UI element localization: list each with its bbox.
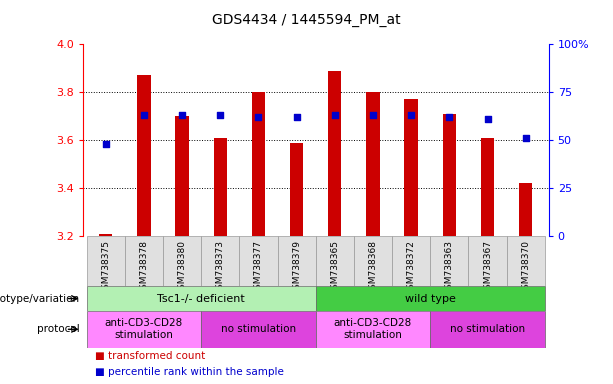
Bar xyxy=(252,92,265,236)
Bar xyxy=(163,236,201,286)
Text: GSM738377: GSM738377 xyxy=(254,240,263,295)
Text: GSM738372: GSM738372 xyxy=(406,240,416,295)
Text: genotype/variation: genotype/variation xyxy=(0,293,80,304)
Bar xyxy=(137,75,151,236)
Point xyxy=(254,114,264,120)
Bar xyxy=(392,236,430,286)
Point xyxy=(406,112,416,118)
Text: no stimulation: no stimulation xyxy=(221,324,296,334)
Bar xyxy=(175,116,189,236)
Bar xyxy=(213,138,227,236)
Bar xyxy=(290,142,303,236)
Point xyxy=(482,116,492,122)
Text: GSM738365: GSM738365 xyxy=(330,240,339,295)
Bar xyxy=(316,311,430,348)
Text: GSM738370: GSM738370 xyxy=(521,240,530,295)
Bar xyxy=(201,311,316,348)
Bar xyxy=(278,236,316,286)
Text: GSM738379: GSM738379 xyxy=(292,240,301,295)
Bar xyxy=(430,236,468,286)
Bar xyxy=(519,184,533,236)
Bar xyxy=(506,236,545,286)
Bar xyxy=(99,234,112,236)
Text: wild type: wild type xyxy=(405,293,455,304)
Text: ■ transformed count: ■ transformed count xyxy=(95,351,205,361)
Bar xyxy=(316,236,354,286)
Bar xyxy=(481,138,494,236)
Text: GSM738373: GSM738373 xyxy=(216,240,225,295)
Point xyxy=(292,114,302,120)
Text: GSM738375: GSM738375 xyxy=(101,240,110,295)
Point xyxy=(177,112,187,118)
Text: anti-CD3-CD28
stimulation: anti-CD3-CD28 stimulation xyxy=(105,318,183,340)
Text: GDS4434 / 1445594_PM_at: GDS4434 / 1445594_PM_at xyxy=(212,13,401,27)
Point xyxy=(101,141,110,147)
Text: GSM738378: GSM738378 xyxy=(139,240,148,295)
Point xyxy=(521,135,531,141)
Text: no stimulation: no stimulation xyxy=(450,324,525,334)
Bar xyxy=(354,236,392,286)
Point xyxy=(368,112,378,118)
Text: anti-CD3-CD28
stimulation: anti-CD3-CD28 stimulation xyxy=(334,318,412,340)
Text: GSM738380: GSM738380 xyxy=(178,240,186,295)
Bar xyxy=(86,236,125,286)
Point xyxy=(139,112,149,118)
Bar xyxy=(367,92,379,236)
Bar xyxy=(328,71,341,236)
Bar xyxy=(125,236,163,286)
Text: GSM738363: GSM738363 xyxy=(445,240,454,295)
Bar xyxy=(86,286,316,311)
Bar xyxy=(468,236,506,286)
Bar xyxy=(430,311,545,348)
Bar xyxy=(443,114,456,236)
Point xyxy=(215,112,225,118)
Text: GSM738368: GSM738368 xyxy=(368,240,378,295)
Point xyxy=(330,112,340,118)
Text: GSM738367: GSM738367 xyxy=(483,240,492,295)
Point xyxy=(444,114,454,120)
Bar xyxy=(239,236,278,286)
Text: Tsc1-/- deficient: Tsc1-/- deficient xyxy=(158,293,245,304)
Bar xyxy=(86,311,201,348)
Bar xyxy=(201,236,239,286)
Bar xyxy=(316,286,545,311)
Text: ■ percentile rank within the sample: ■ percentile rank within the sample xyxy=(95,367,284,377)
Bar xyxy=(405,99,418,236)
Text: protocol: protocol xyxy=(37,324,80,334)
